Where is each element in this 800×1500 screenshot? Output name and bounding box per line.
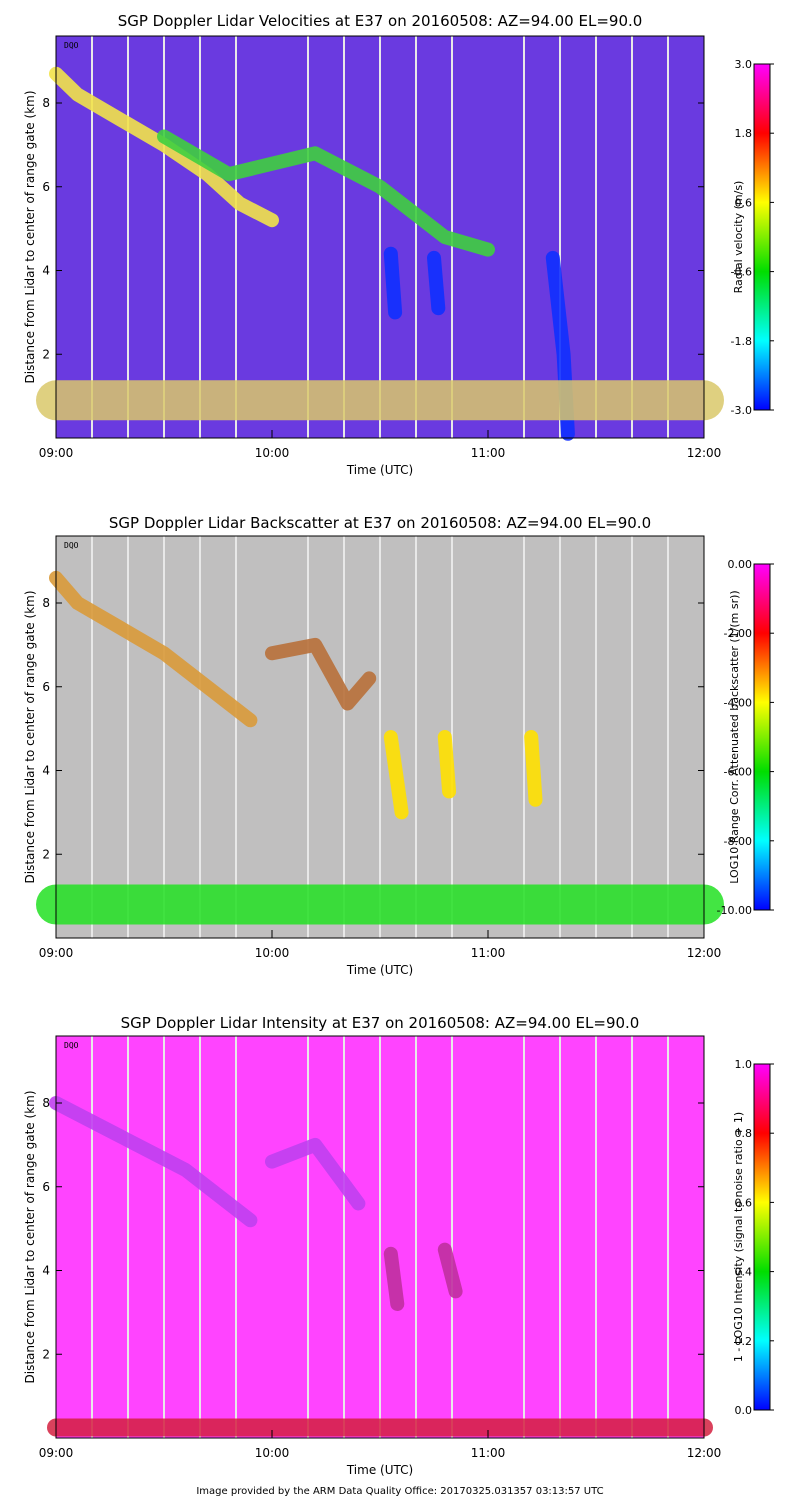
data-features	[36, 66, 724, 441]
colorbar-label: 1 - LOG10 Intensity (signal to noise rat…	[732, 1112, 745, 1362]
colorbar-ticks: 0.00 -2.00 -4.00 -6.00 -8.00 -10.00	[717, 558, 774, 917]
qc-label: DQO	[64, 41, 79, 50]
footer-credit: Image provided by the ARM Data Quality O…	[196, 1486, 603, 1497]
cloud-upper	[265, 637, 377, 711]
x-axis-ticks: 09:00 10:00 11:00 12:00	[39, 1430, 722, 1460]
y-tick-label: 8	[42, 596, 50, 610]
y-tick-label: 6	[42, 180, 50, 194]
colorbar-tick-label: -6.00	[724, 766, 752, 779]
x-tick-label: 12:00	[687, 946, 722, 960]
echo-1	[383, 1246, 405, 1311]
y-tick-label: 8	[42, 1096, 50, 1110]
colorbar-tick-label: 0.4	[735, 1266, 753, 1279]
colorbar-label: LOG10 Range Corr. Attenuated backscatter…	[728, 590, 741, 883]
y-tick-label: 6	[42, 1180, 50, 1194]
colorbar-tick-label: 0.6	[735, 196, 753, 209]
y-tick-label: 2	[42, 847, 50, 861]
x-tick-label: 12:00	[687, 446, 722, 460]
x-tick-label: 10:00	[255, 946, 290, 960]
plot-frame	[55, 35, 705, 439]
x-tick-label: 11:00	[471, 1446, 506, 1460]
colorbar-tick-label: 0.2	[735, 1335, 753, 1348]
green-band	[157, 129, 495, 257]
x-tick-label: 12:00	[687, 1446, 722, 1460]
colorbar	[753, 63, 771, 411]
colorbar-tick-label: -2.00	[724, 627, 752, 640]
y-tick-label: 4	[42, 764, 50, 778]
qc-label: DQO	[64, 1041, 79, 1050]
colorbar	[753, 563, 771, 911]
virga-1	[383, 730, 409, 820]
y-tick-label: 2	[42, 1347, 50, 1361]
y-axis-label: Distance from Lidar to center of range g…	[23, 90, 37, 383]
y-tick-label: 4	[42, 264, 50, 278]
colorbar-tick-label: -1.8	[731, 335, 752, 348]
colorbar-tick-label: -3.0	[731, 404, 752, 417]
y-axis-ticks: 2 4 6 8	[42, 96, 704, 361]
data-features	[36, 570, 724, 925]
velocity-panel: SGP Doppler Lidar Velocities at E37 on 2…	[23, 12, 774, 477]
y-tick-label: 6	[42, 680, 50, 694]
colorbar-tick-label: 3.0	[735, 58, 753, 71]
y-axis-label: Distance from Lidar to center of range g…	[23, 1090, 37, 1383]
colorbar-ticks: 3.0 1.8 0.6 -0.6 -1.8 -3.0	[731, 58, 774, 417]
downdraft-1	[383, 246, 403, 320]
downdraft-2	[427, 250, 446, 316]
cloud-layer	[49, 570, 258, 728]
cloud-upper	[265, 1137, 366, 1211]
x-axis-ticks: 09:00 10:00 11:00 12:00	[39, 930, 722, 960]
colorbar-tick-label: 0.6	[735, 1196, 753, 1209]
x-axis-ticks: 09:00 10:00 11:00 12:00	[39, 430, 722, 460]
colorbar-tick-label: -10.00	[717, 904, 752, 917]
y-axis-ticks: 2 4 6 8	[42, 1096, 704, 1361]
cloud-layer	[49, 1096, 258, 1228]
x-tick-label: 10:00	[255, 1446, 290, 1460]
x-tick-label: 10:00	[255, 446, 290, 460]
x-axis-label: Time (UTC)	[346, 1463, 413, 1477]
colorbar-tick-label: -8.00	[724, 835, 752, 848]
y-axis-ticks: 2 4 6 8	[42, 596, 704, 861]
qc-label: DQO	[64, 541, 79, 550]
colorbar-tick-label: -0.6	[731, 266, 752, 279]
cloud-layer	[49, 66, 279, 228]
chart-title: SGP Doppler Lidar Intensity at E37 on 20…	[121, 1014, 640, 1032]
plot-frame	[55, 535, 705, 939]
echo-2	[437, 1242, 463, 1299]
x-tick-label: 09:00	[39, 946, 74, 960]
virga-2	[437, 730, 457, 799]
colorbar-tick-label: 0.0	[735, 1404, 753, 1417]
time-gridlines	[91, 536, 669, 938]
chart-title: SGP Doppler Lidar Backscatter at E37 on …	[109, 514, 651, 532]
chart-title: SGP Doppler Lidar Velocities at E37 on 2…	[118, 12, 643, 30]
y-tick-label: 2	[42, 347, 50, 361]
y-tick-label: 4	[42, 1264, 50, 1278]
x-tick-label: 09:00	[39, 446, 74, 460]
y-axis-label: Distance from Lidar to center of range g…	[23, 590, 37, 883]
y-tick-label: 8	[42, 96, 50, 110]
virga-3	[524, 730, 543, 807]
colorbar-tick-label: 1.0	[735, 1058, 753, 1071]
x-tick-label: 11:00	[471, 946, 506, 960]
colorbar-tick-label: 1.8	[735, 127, 753, 140]
colorbar-ticks: 1.0 0.8 0.6 0.4 0.2 0.0	[735, 1058, 774, 1417]
colorbar-label: Radial velocity (m/s)	[732, 181, 745, 294]
x-axis-label: Time (UTC)	[346, 963, 413, 977]
colorbar-tick-label: 0.8	[735, 1127, 753, 1140]
x-tick-label: 09:00	[39, 1446, 74, 1460]
backscatter-panel: SGP Doppler Lidar Backscatter at E37 on …	[23, 514, 774, 977]
time-gridlines	[91, 1036, 669, 1438]
colorbar-tick-label: 0.00	[728, 558, 753, 571]
x-axis-label: Time (UTC)	[346, 463, 413, 477]
plot-frame	[55, 1035, 705, 1439]
data-features	[47, 1096, 713, 1437]
colorbar-tick-label: -4.00	[724, 696, 752, 709]
colorbar	[753, 1063, 771, 1411]
x-tick-label: 11:00	[471, 446, 506, 460]
intensity-panel: SGP Doppler Lidar Intensity at E37 on 20…	[23, 1014, 774, 1477]
